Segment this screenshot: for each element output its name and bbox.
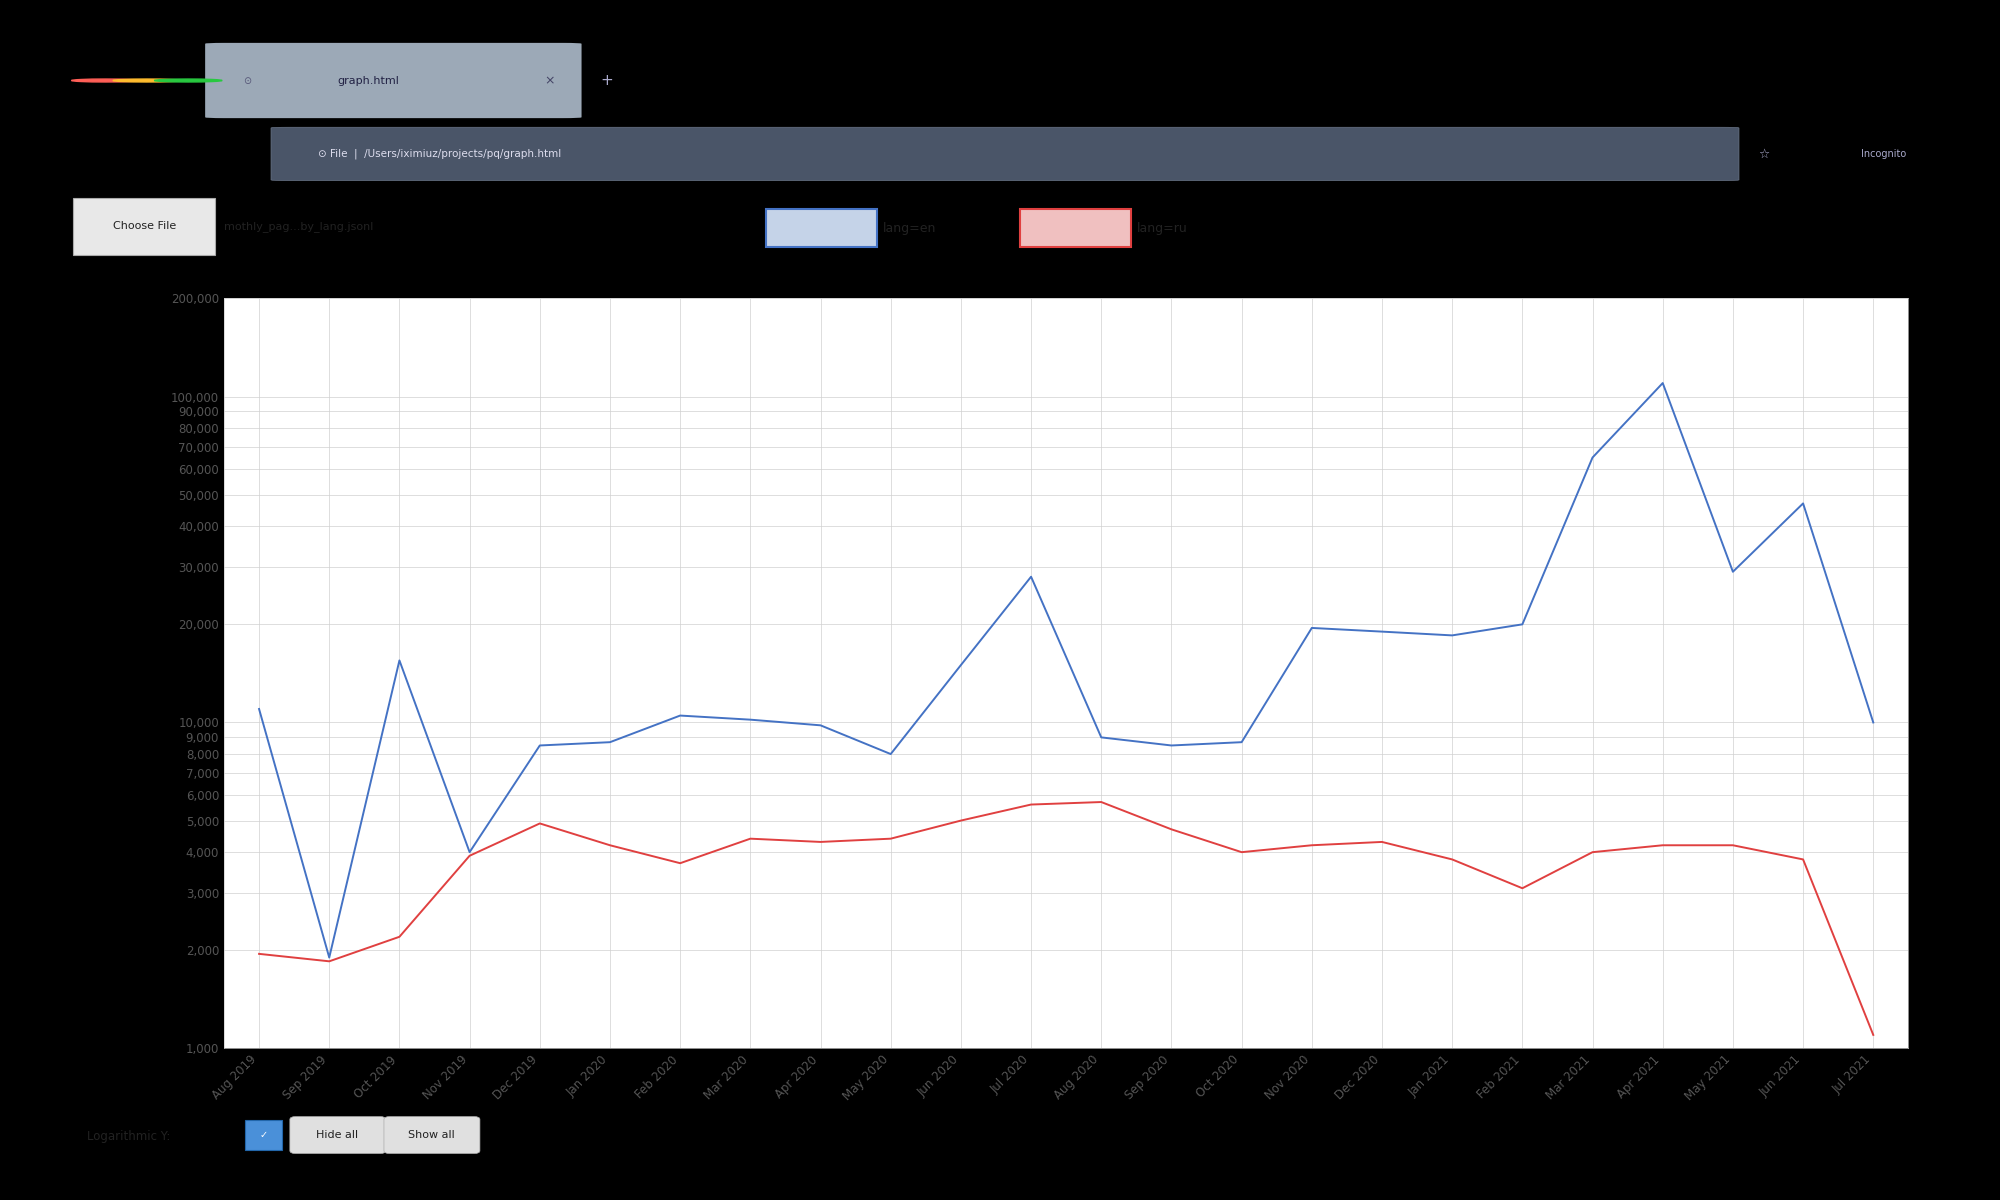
Text: lang=ru: lang=ru — [1136, 222, 1188, 235]
Text: ×: × — [544, 74, 554, 88]
Text: Choose File: Choose File — [114, 221, 176, 232]
FancyBboxPatch shape — [206, 43, 582, 118]
Text: +: + — [600, 73, 614, 88]
Text: graph.html: graph.html — [336, 76, 398, 85]
Text: Show all: Show all — [408, 1130, 454, 1140]
FancyBboxPatch shape — [74, 198, 214, 254]
Text: ⊙: ⊙ — [242, 76, 250, 85]
Text: mothly_pag...by_lang.jsonl: mothly_pag...by_lang.jsonl — [224, 221, 374, 232]
Circle shape — [112, 79, 180, 82]
Circle shape — [72, 79, 140, 82]
FancyBboxPatch shape — [384, 1116, 480, 1153]
FancyBboxPatch shape — [1020, 209, 1132, 247]
Text: Hide all: Hide all — [316, 1130, 358, 1140]
FancyBboxPatch shape — [290, 1116, 386, 1153]
Text: Incognito: Incognito — [1862, 149, 1906, 158]
FancyBboxPatch shape — [766, 209, 878, 247]
Text: ☆: ☆ — [1758, 148, 1770, 161]
Text: Logarithmic Y:: Logarithmic Y: — [86, 1129, 170, 1142]
Text: ⊙ File  |  /Users/iximiuz/projects/pq/graph.html: ⊙ File | /Users/iximiuz/projects/pq/grap… — [318, 149, 562, 160]
FancyBboxPatch shape — [272, 127, 1738, 180]
Text: lang=en: lang=en — [882, 222, 936, 235]
Text: ✓: ✓ — [260, 1130, 268, 1140]
Circle shape — [154, 79, 222, 82]
FancyBboxPatch shape — [244, 1121, 282, 1150]
